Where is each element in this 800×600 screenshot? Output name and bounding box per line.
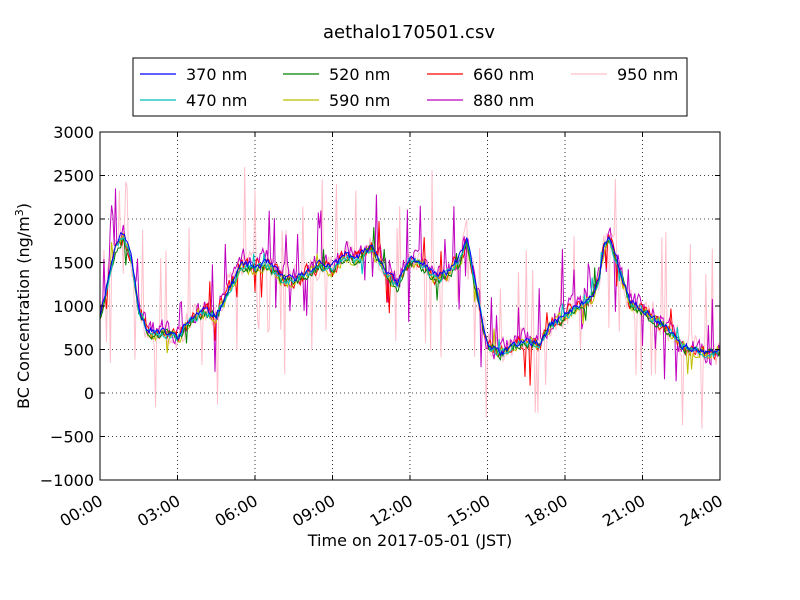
chart-title: aethalo170501.csv xyxy=(323,22,495,43)
legend-label: 880 nm xyxy=(473,91,534,110)
y-axis: −1000 −500 0 500 1000 1500 2000 2500 3000 xyxy=(40,123,720,490)
series-line xyxy=(100,227,720,362)
series-line xyxy=(100,232,720,357)
y-tick-label: 2500 xyxy=(53,167,94,186)
plot-lines xyxy=(100,166,720,429)
y-tick-label: 1500 xyxy=(53,254,94,273)
legend-label: 660 nm xyxy=(473,65,534,84)
legend-label: 950 nm xyxy=(617,65,678,84)
legend-label: 590 nm xyxy=(329,91,390,110)
y-tick-label: 500 xyxy=(63,341,94,360)
y-tick-label: 3000 xyxy=(53,123,94,142)
y-axis-label: BC Concentration (ng/m3) xyxy=(13,203,33,409)
legend-label: 370 nm xyxy=(186,65,247,84)
y-axis-label-superscript: 3 xyxy=(13,209,26,216)
y-tick-label: −500 xyxy=(50,428,94,447)
x-axis-label: Time on 2017-05-01 (JST) xyxy=(307,531,512,550)
y-axis-label-close: ) xyxy=(14,203,33,209)
y-tick-label: 2000 xyxy=(53,210,94,229)
y-axis-label-main: BC Concentration (ng/m xyxy=(14,216,33,409)
y-tick-label: 0 xyxy=(84,384,94,403)
legend-label: 520 nm xyxy=(329,65,390,84)
y-tick-label: 1000 xyxy=(53,297,94,316)
legend-label: 470 nm xyxy=(186,91,247,110)
legend: 370 nm 470 nm 520 nm 590 nm 660 nm 880 nm 950 … xyxy=(132,57,688,117)
legend-box xyxy=(132,57,688,117)
y-tick-label: −1000 xyxy=(40,471,94,490)
